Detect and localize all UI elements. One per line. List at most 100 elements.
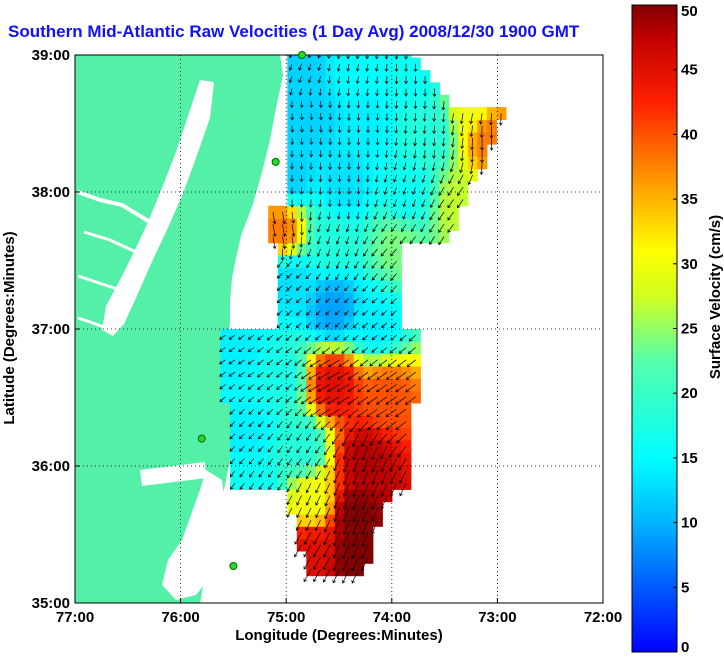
velocity-cell xyxy=(296,57,307,71)
velocity-arrow xyxy=(336,76,341,85)
velocity-arrow xyxy=(351,569,359,584)
velocity-arrow xyxy=(479,162,484,176)
velocity-cell xyxy=(372,415,383,429)
velocity-arrow xyxy=(305,495,312,506)
velocity-cell xyxy=(306,316,317,330)
velocity-cell xyxy=(353,279,364,293)
velocity-cell xyxy=(258,390,269,404)
velocity-cell xyxy=(306,378,317,392)
velocity-arrow xyxy=(413,113,417,122)
velocity-arrow xyxy=(335,248,340,257)
velocity-arrow xyxy=(333,482,340,496)
velocity-arrow xyxy=(299,236,304,248)
velocity-arrow xyxy=(219,347,226,352)
velocity-arrow xyxy=(324,458,331,469)
velocity-cell xyxy=(391,366,402,379)
velocity-arrow xyxy=(422,162,426,172)
velocity-arrow xyxy=(308,396,321,405)
velocity-arrow xyxy=(361,347,369,353)
velocity-arrow xyxy=(403,113,408,122)
velocity-cell xyxy=(344,292,355,305)
velocity-arrow xyxy=(399,482,407,497)
velocity-arrow xyxy=(380,495,388,510)
velocity-cell xyxy=(382,489,393,503)
velocity-cell xyxy=(287,267,298,281)
velocity-cell xyxy=(277,403,288,416)
velocity-arrow xyxy=(390,310,397,316)
velocity-arrow xyxy=(404,76,408,85)
velocity-cell xyxy=(230,464,241,478)
velocity-cell xyxy=(306,477,317,490)
velocity-cell xyxy=(334,501,345,515)
velocity-arrow xyxy=(272,236,277,250)
velocity-arrow xyxy=(257,371,264,378)
velocity-cell xyxy=(315,193,326,207)
velocity-cell xyxy=(315,181,326,194)
velocity-cell xyxy=(382,427,393,441)
velocity-cell xyxy=(382,292,393,305)
velocity-arrow xyxy=(329,421,340,431)
velocity-arrow xyxy=(412,150,417,159)
velocity-arrow xyxy=(402,162,407,171)
velocity-arrow xyxy=(339,421,350,432)
velocity-cell xyxy=(382,378,393,392)
velocity-cell xyxy=(363,550,374,564)
velocity-arrow xyxy=(267,458,274,466)
velocity-cell xyxy=(353,193,364,207)
velocity-arrow xyxy=(299,162,304,170)
velocity-cell xyxy=(334,415,345,429)
velocity-cell xyxy=(334,218,345,231)
velocity-cell xyxy=(230,477,241,490)
velocity-cell xyxy=(344,378,355,392)
velocity-cell xyxy=(372,403,383,416)
velocity-cell xyxy=(306,255,317,268)
velocity-cell xyxy=(296,353,307,367)
x-tick-label: 73:00 xyxy=(478,609,516,626)
velocity-arrow xyxy=(385,408,397,417)
velocity-arrow xyxy=(238,359,245,365)
velocity-arrow xyxy=(303,347,312,354)
velocity-cell xyxy=(363,279,374,293)
velocity-arrow xyxy=(300,396,312,405)
velocity-arrow xyxy=(305,297,312,304)
velocity-cell xyxy=(353,57,364,71)
velocity-cell xyxy=(334,94,345,108)
velocity-cell xyxy=(382,168,393,182)
velocity-cell xyxy=(353,329,364,342)
velocity-cell xyxy=(372,156,383,170)
velocity-arrow xyxy=(355,76,360,85)
velocity-arrow xyxy=(277,470,283,479)
velocity-arrow xyxy=(395,384,407,393)
velocity-arrow xyxy=(295,285,302,291)
colorbar-tick-label: 20 xyxy=(681,385,698,402)
velocity-arrow xyxy=(268,470,274,478)
velocity-arrow xyxy=(268,482,274,490)
velocity-arrow xyxy=(402,199,407,208)
velocity-cell xyxy=(334,390,345,404)
velocity-cell xyxy=(334,477,345,490)
velocity-arrow xyxy=(361,544,369,559)
velocity-arrow xyxy=(327,211,331,220)
velocity-cell xyxy=(239,452,250,466)
velocity-arrow xyxy=(325,285,331,291)
velocity-arrow xyxy=(384,88,389,97)
velocity-cell xyxy=(220,329,231,342)
velocity-cell xyxy=(296,526,307,540)
velocity-arrow xyxy=(286,297,293,304)
velocity-arrow xyxy=(297,248,302,259)
velocity-cell xyxy=(325,513,336,527)
velocity-arrow xyxy=(412,174,416,183)
velocity-arrow xyxy=(315,482,321,494)
velocity-arrow xyxy=(315,507,321,519)
velocity-cell xyxy=(296,452,307,466)
velocity-arrow xyxy=(392,199,397,208)
velocity-arrow xyxy=(354,236,359,245)
velocity-cell xyxy=(277,477,288,490)
velocity-cell xyxy=(353,205,364,219)
velocity-arrow xyxy=(413,63,418,73)
velocity-arrow xyxy=(369,433,378,447)
velocity-cell xyxy=(363,501,374,515)
velocity-cell xyxy=(344,230,355,244)
velocity-arrow xyxy=(315,322,321,328)
velocity-arrow xyxy=(394,113,399,122)
